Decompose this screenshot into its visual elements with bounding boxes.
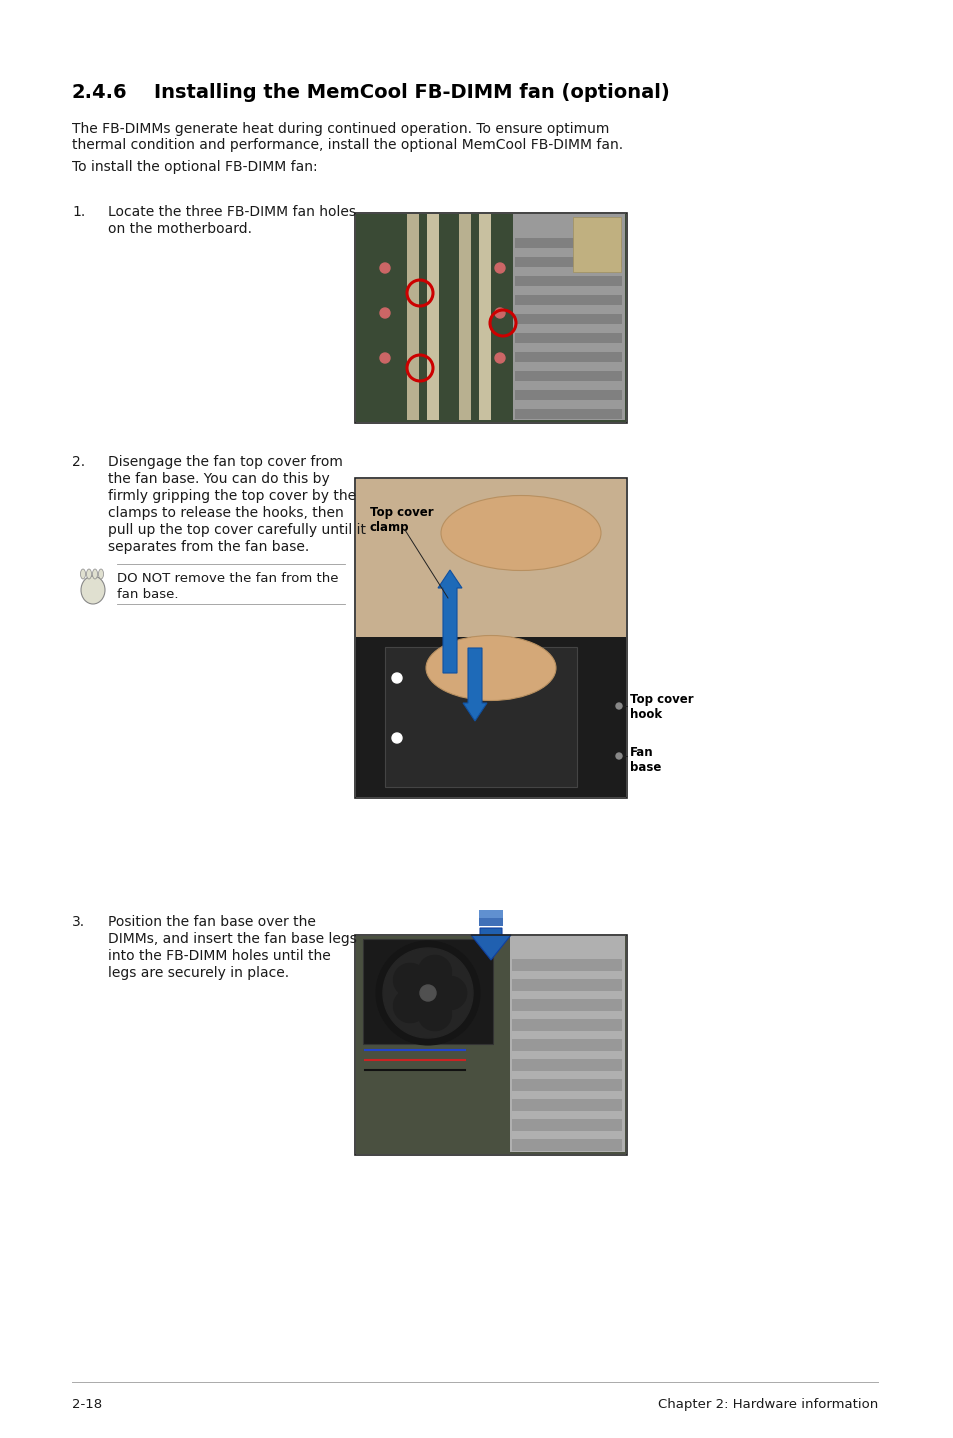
Circle shape [393, 963, 427, 997]
Text: DIMMs, and insert the fan base legs: DIMMs, and insert the fan base legs [108, 932, 356, 946]
Bar [427, 214, 438, 420]
Text: pull up the top cover carefully until it: pull up the top cover carefully until it [108, 523, 366, 536]
Text: legs are securely in place.: legs are securely in place. [108, 966, 289, 981]
Circle shape [616, 754, 621, 759]
Ellipse shape [92, 569, 97, 580]
Circle shape [616, 703, 621, 709]
Bar [515, 257, 621, 267]
Text: separates from the fan base.: separates from the fan base. [108, 541, 309, 554]
Bar [478, 214, 491, 420]
Text: Installing the MemCool FB-DIMM fan (optional): Installing the MemCool FB-DIMM fan (opti… [153, 83, 669, 102]
Bar [512, 1020, 621, 1031]
Circle shape [375, 940, 479, 1045]
Text: clamps to release the hooks, then: clamps to release the hooks, then [108, 506, 343, 521]
FancyArrow shape [471, 928, 511, 961]
Text: Top cover
clamp: Top cover clamp [370, 506, 434, 533]
Bar [355, 214, 625, 421]
Text: Fan
base: Fan base [629, 746, 660, 774]
Bar [512, 979, 621, 991]
Bar [515, 334, 621, 344]
Bar [407, 214, 418, 420]
Bar [478, 910, 502, 917]
Bar [515, 408, 621, 418]
Circle shape [433, 976, 467, 1009]
Bar [355, 213, 626, 423]
Circle shape [495, 308, 504, 318]
Text: Locate the three FB-DIMM fan holes: Locate the three FB-DIMM fan holes [108, 206, 355, 219]
Bar [512, 999, 621, 1011]
Bar [355, 935, 626, 1155]
Circle shape [417, 997, 452, 1031]
Bar [355, 637, 625, 797]
Bar [512, 1099, 621, 1112]
Bar [515, 295, 621, 305]
Text: 2-18: 2-18 [71, 1398, 102, 1411]
Text: 3.: 3. [71, 915, 85, 929]
Text: To install the optional FB-DIMM fan:: To install the optional FB-DIMM fan: [71, 160, 317, 174]
Text: DO NOT remove the fan from the: DO NOT remove the fan from the [117, 572, 338, 585]
Bar [355, 477, 626, 798]
Bar [355, 479, 625, 638]
Bar [512, 959, 621, 971]
Bar [512, 1139, 621, 1150]
Text: The FB-DIMMs generate heat during continued operation. To ensure optimum: The FB-DIMMs generate heat during contin… [71, 122, 609, 137]
Ellipse shape [80, 569, 86, 580]
Circle shape [379, 352, 390, 362]
Ellipse shape [426, 636, 556, 700]
Bar [510, 936, 624, 1152]
Circle shape [379, 263, 390, 273]
Text: 1.: 1. [71, 206, 85, 219]
Text: 2.: 2. [71, 454, 85, 469]
Text: on the motherboard.: on the motherboard. [108, 221, 252, 236]
Text: Disengage the fan top cover from: Disengage the fan top cover from [108, 454, 342, 469]
Ellipse shape [440, 496, 600, 571]
Bar [515, 352, 621, 362]
Text: 2.4.6: 2.4.6 [71, 83, 128, 102]
Text: the fan base. You can do this by: the fan base. You can do this by [108, 472, 330, 486]
Bar [478, 917, 502, 926]
Circle shape [379, 308, 390, 318]
Text: Chapter 2: Hardware information: Chapter 2: Hardware information [657, 1398, 877, 1411]
Text: thermal condition and performance, install the optional MemCool FB-DIMM fan.: thermal condition and performance, insta… [71, 138, 622, 152]
Bar [458, 214, 471, 420]
Ellipse shape [98, 569, 103, 580]
FancyArrow shape [462, 649, 486, 720]
Bar [385, 647, 577, 787]
Circle shape [382, 948, 473, 1038]
Bar [513, 214, 624, 420]
Ellipse shape [87, 569, 91, 580]
Text: into the FB-DIMM holes until the: into the FB-DIMM holes until the [108, 949, 331, 963]
Circle shape [495, 263, 504, 273]
Bar [512, 1040, 621, 1051]
Bar [512, 1058, 621, 1071]
Circle shape [393, 989, 427, 1022]
Bar [515, 313, 621, 324]
Text: fan base.: fan base. [117, 588, 178, 601]
Bar [355, 936, 625, 1155]
Bar [515, 390, 621, 400]
Bar [363, 939, 493, 1044]
Bar [512, 1078, 621, 1091]
Circle shape [419, 985, 436, 1001]
Ellipse shape [81, 577, 105, 604]
Circle shape [392, 673, 401, 683]
FancyArrow shape [437, 569, 461, 673]
Bar [573, 217, 620, 272]
Circle shape [417, 955, 452, 989]
Text: Position the fan base over the: Position the fan base over the [108, 915, 315, 929]
Bar [512, 1119, 621, 1132]
Bar [515, 276, 621, 286]
Text: Top cover
hook: Top cover hook [629, 693, 693, 720]
Circle shape [495, 352, 504, 362]
Bar [515, 371, 621, 381]
Text: firmly gripping the top cover by the: firmly gripping the top cover by the [108, 489, 355, 503]
Circle shape [392, 733, 401, 743]
Bar [515, 239, 621, 247]
